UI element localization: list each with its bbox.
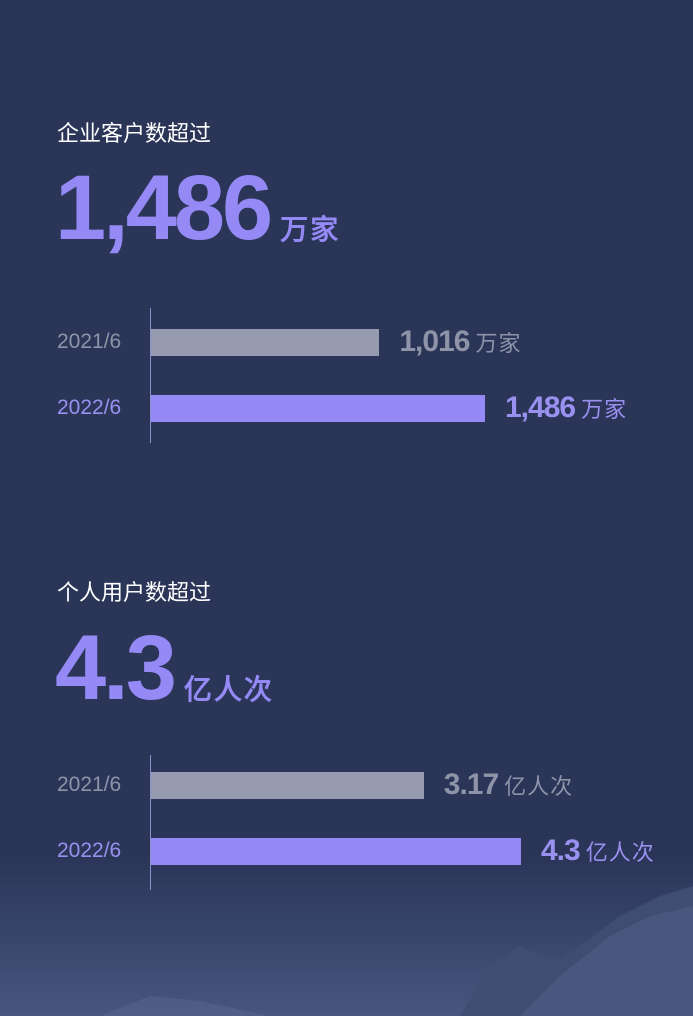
headline-value: 1,486 万家 bbox=[55, 162, 340, 254]
value-label: 4.3 亿人次 bbox=[541, 834, 655, 867]
value-unit: 万家 bbox=[581, 397, 628, 422]
value-label: 1,486 万家 bbox=[505, 391, 628, 424]
headline-unit: 万家 bbox=[280, 214, 341, 245]
chart-axis bbox=[150, 755, 151, 890]
chart-title: 企业客户数超过 bbox=[57, 121, 212, 146]
category-label: 2021/6 bbox=[57, 330, 122, 353]
headline-number: 4.3 bbox=[55, 617, 177, 719]
value-label: 3.17 亿人次 bbox=[443, 768, 574, 801]
chart-title: 个人用户数超过 bbox=[57, 580, 212, 605]
category-label: 2022/6 bbox=[57, 396, 122, 419]
category-label: 2021/6 bbox=[57, 773, 122, 796]
mountain-image bbox=[100, 886, 693, 1016]
value-unit: 亿人次 bbox=[504, 774, 574, 799]
bar bbox=[151, 838, 521, 865]
bar bbox=[151, 772, 424, 799]
value-label: 1,016 万家 bbox=[399, 325, 522, 358]
value-unit: 亿人次 bbox=[585, 840, 655, 865]
bar bbox=[151, 395, 485, 422]
chart-axis bbox=[150, 308, 151, 443]
value-unit: 万家 bbox=[475, 331, 522, 356]
category-label: 2022/6 bbox=[57, 839, 122, 862]
headline-value: 4.3 亿人次 bbox=[55, 622, 274, 714]
bar bbox=[151, 329, 380, 356]
headline-unit: 亿人次 bbox=[183, 674, 274, 705]
headline-number: 1,486 bbox=[55, 157, 273, 259]
